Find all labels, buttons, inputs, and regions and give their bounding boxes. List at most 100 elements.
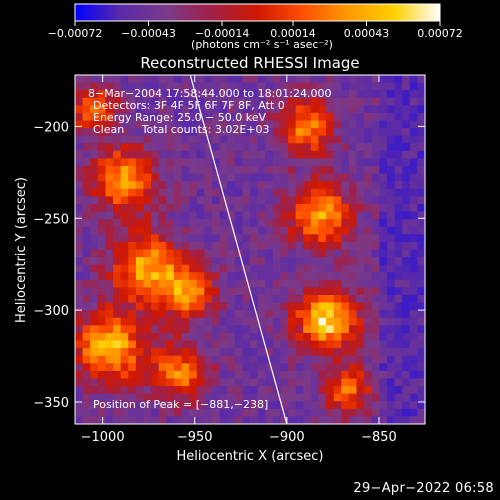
heatmap-cell	[105, 158, 114, 167]
heatmap-cell	[143, 378, 152, 387]
heatmap-cell	[318, 287, 327, 296]
heatmap-cell	[394, 393, 403, 402]
heatmap-cell	[348, 143, 358, 152]
heatmap-cell	[135, 181, 144, 190]
heatmap-cell	[417, 393, 425, 402]
heatmap-cell	[386, 295, 396, 304]
heatmap-cell	[128, 287, 137, 296]
heatmap-cell	[280, 241, 289, 250]
heatmap-cell	[333, 302, 342, 311]
heatmap-cell	[219, 393, 228, 402]
heatmap-cell	[219, 241, 228, 250]
heatmap-cell	[402, 173, 411, 182]
heatmap-cell	[211, 317, 221, 326]
heatmap-cell	[341, 378, 350, 387]
heatmap-cell	[341, 386, 350, 395]
heatmap-cell	[379, 234, 388, 243]
heatmap-cell	[173, 90, 183, 99]
heatmap-cell	[326, 348, 335, 357]
heatmap-cell	[166, 90, 175, 99]
heatmap-cell	[272, 211, 281, 220]
heatmap-cell	[90, 416, 99, 424]
heatmap-cell	[356, 340, 365, 349]
heatmap-cell	[158, 332, 167, 342]
heatmap-cell	[82, 226, 91, 235]
heatmap-cell	[364, 408, 373, 417]
heatmap-cell	[158, 82, 167, 91]
heatmap-cell	[265, 219, 274, 228]
heatmap-cell	[105, 386, 114, 395]
heatmap-cell	[364, 332, 373, 342]
heatmap-cell	[234, 211, 243, 220]
heatmap-cell	[82, 150, 91, 159]
heatmap-cell	[303, 317, 312, 326]
heatmap-cell	[379, 332, 388, 342]
heatmap-cell	[181, 128, 190, 137]
heatmap-cell	[310, 120, 319, 129]
heatmap-cell	[113, 279, 122, 288]
heatmap-cell	[303, 211, 312, 220]
heatmap-cell	[348, 196, 358, 205]
heatmap-cell	[189, 295, 198, 304]
heatmap-cell	[364, 348, 373, 357]
heatmap-cell	[204, 226, 213, 235]
heatmap-cell	[97, 181, 106, 190]
heatmap-cell	[189, 302, 198, 311]
heatmap-cell	[211, 90, 221, 99]
heatmap-cell	[75, 203, 84, 213]
heatmap-cell	[303, 219, 312, 228]
heatmap-cell	[280, 173, 289, 182]
heatmap-cell	[356, 249, 365, 258]
heatmap-cell	[219, 363, 228, 372]
heatmap-cell	[204, 82, 213, 91]
heatmap-cell	[257, 234, 266, 243]
heatmap-cell	[288, 408, 297, 417]
heatmap-cell	[379, 348, 388, 357]
heatmap-cell	[166, 181, 175, 190]
heatmap-cell	[394, 112, 403, 122]
heatmap-cell	[272, 203, 281, 213]
heatmap-cell	[310, 393, 319, 402]
heatmap-cell	[135, 203, 144, 213]
heatmap-cell	[113, 128, 122, 137]
heatmap-cell	[371, 166, 380, 175]
heatmap-cell	[211, 226, 221, 235]
heatmap-cell	[356, 120, 365, 129]
heatmap-cell	[97, 150, 106, 159]
heatmap-cell	[90, 75, 99, 84]
heatmap-cell	[250, 82, 259, 91]
heatmap-cell	[211, 82, 221, 91]
heatmap-cell	[318, 241, 327, 250]
heatmap-cell	[402, 302, 411, 311]
heatmap-cell	[151, 173, 160, 182]
heatmap-cell	[364, 219, 373, 228]
heatmap-cell	[151, 128, 160, 137]
heatmap-cell	[417, 295, 425, 304]
heatmap-cell	[265, 272, 274, 281]
heatmap-cell	[90, 386, 99, 395]
heatmap-cell	[211, 386, 221, 395]
heatmap-cell	[409, 340, 418, 349]
heatmap-cell	[151, 264, 160, 273]
heatmap-cell	[242, 234, 251, 243]
heatmap-cell	[409, 150, 418, 159]
heatmap-cell	[265, 378, 274, 387]
heatmap-cell	[151, 340, 160, 349]
heatmap-cell	[333, 112, 342, 122]
heatmap-cell	[402, 105, 411, 114]
heatmap-cell	[288, 393, 297, 402]
heatmap-cell	[394, 181, 403, 190]
heatmap-cell	[265, 158, 274, 167]
heatmap-cell	[181, 143, 190, 152]
heatmap-cell	[386, 332, 396, 342]
heatmap-cell	[280, 408, 289, 417]
heatmap-cell	[82, 257, 91, 266]
heatmap-cell	[295, 241, 304, 250]
heatmap-cell	[166, 287, 175, 296]
heatmap-cell	[75, 105, 84, 114]
heatmap-cell	[280, 135, 289, 144]
heatmap-cell	[280, 287, 289, 296]
heatmap-cell	[166, 97, 175, 106]
heatmap-cell	[394, 264, 403, 273]
heatmap-cell	[189, 257, 198, 266]
